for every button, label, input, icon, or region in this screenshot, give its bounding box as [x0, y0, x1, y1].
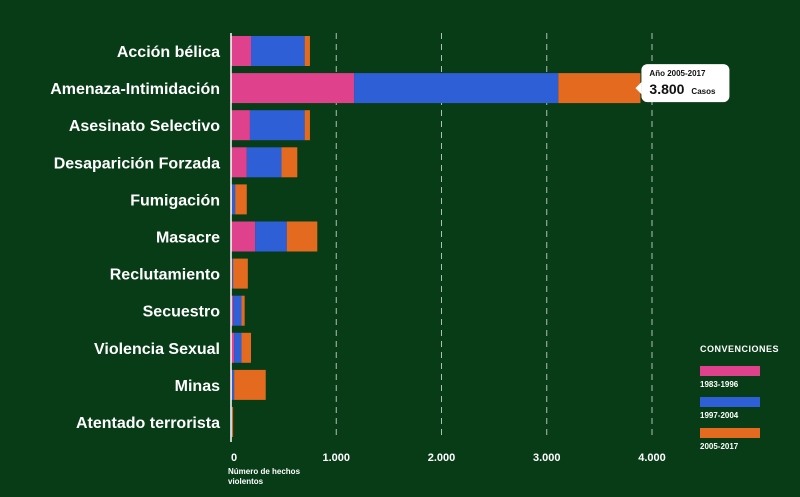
- bar-amenaza-intimidacion-1983-1996[interactable]: [231, 73, 355, 104]
- x-tick-label: 0: [231, 452, 237, 464]
- bar-amenaza-intimidacion-1997-2004[interactable]: [354, 73, 559, 104]
- legend-label-1997-2004: 1997-2004: [700, 411, 739, 420]
- bar-desaparicion-forzada-1997-2004[interactable]: [246, 147, 282, 178]
- category-label-asesinato-selectivo: Asesinato Selectivo: [69, 118, 220, 135]
- category-label-reclutamiento: Reclutamiento: [110, 267, 220, 284]
- bar-secuestro-1983-1996[interactable]: [231, 295, 234, 326]
- bar-fumigacion-2005-2017[interactable]: [235, 184, 247, 215]
- bar-violencia-sexual-1997-2004[interactable]: [234, 332, 242, 363]
- bar-violencia-sexual-1983-1996[interactable]: [231, 332, 235, 363]
- bar-secuestro-2005-2017[interactable]: [241, 295, 245, 326]
- bar-desaparicion-forzada-2005-2017[interactable]: [281, 147, 298, 178]
- category-label-masacre: Masacre: [156, 230, 220, 247]
- legend-swatch-1983-1996: [700, 366, 760, 376]
- category-label-amenaza-intimidacion: Amenaza-Intimidación: [50, 81, 220, 98]
- bar-atentado-terrorista-2005-2017[interactable]: [232, 407, 234, 437]
- x-tick-label: 3.000: [533, 452, 561, 464]
- tooltip-value: 3.800: [649, 81, 684, 97]
- tooltip-box[interactable]: [641, 64, 730, 103]
- bar-accion-belica-1997-2004[interactable]: [250, 36, 305, 66]
- category-label-desaparicion-forzada: Desaparición Forzada: [54, 155, 220, 172]
- bar-asesinato-selectivo-1983-1996[interactable]: [231, 110, 250, 141]
- tooltip-unit: Casos: [691, 87, 716, 96]
- bar-atentado-terrorista-1997-2004[interactable]: [231, 407, 233, 437]
- category-label-violencia-sexual: Violencia Sexual: [94, 341, 220, 358]
- x-tick-label: 1.000: [322, 452, 350, 464]
- bar-reclutamiento-2005-2017[interactable]: [233, 258, 248, 289]
- category-label-fumigacion: Fumigación: [130, 192, 220, 209]
- bar-masacre-1983-1996[interactable]: [231, 221, 256, 252]
- bar-accion-belica-1983-1996[interactable]: [231, 36, 251, 66]
- category-label-secuestro: Secuestro: [143, 304, 221, 321]
- bar-accion-belica-2005-2017[interactable]: [304, 36, 310, 66]
- category-label-minas: Minas: [175, 378, 220, 395]
- bar-fumigacion-1997-2004[interactable]: [232, 184, 236, 215]
- x-tick-label: 4.000: [638, 452, 666, 464]
- tooltip-title: Año 2005-2017: [649, 69, 706, 78]
- bar-minas-2005-2017[interactable]: [234, 369, 266, 400]
- legend-title: CONVENCIONES: [700, 344, 779, 354]
- bar-masacre-1997-2004[interactable]: [255, 221, 287, 252]
- bar-minas-1997-2004[interactable]: [232, 369, 235, 400]
- bar-secuestro-1997-2004[interactable]: [233, 295, 242, 326]
- legend-label-1983-1996: 1983-1996: [700, 380, 739, 389]
- bar-amenaza-intimidacion-2005-2017[interactable]: [558, 73, 641, 104]
- bar-desaparicion-forzada-1983-1996[interactable]: [231, 147, 247, 178]
- legend-swatch-1997-2004: [700, 397, 760, 407]
- category-label-atentado-terrorista: Atentado terrorista: [76, 415, 220, 432]
- bar-masacre-2005-2017[interactable]: [286, 221, 318, 252]
- bar-reclutamiento-1997-2004[interactable]: [232, 258, 234, 289]
- category-label-accion-belica: Acción bélica: [117, 44, 220, 61]
- bar-asesinato-selectivo-2005-2017[interactable]: [304, 110, 310, 141]
- legend-swatch-2005-2017: [700, 428, 760, 438]
- x-tick-label: 2.000: [428, 452, 456, 464]
- tooltip-pointer: [635, 82, 642, 95]
- legend-label-2005-2017: 2005-2017: [700, 442, 739, 451]
- bar-asesinato-selectivo-1997-2004[interactable]: [249, 110, 305, 141]
- bar-violencia-sexual-2005-2017[interactable]: [241, 332, 251, 363]
- x-axis-title: Número de hechos violentos: [228, 467, 301, 486]
